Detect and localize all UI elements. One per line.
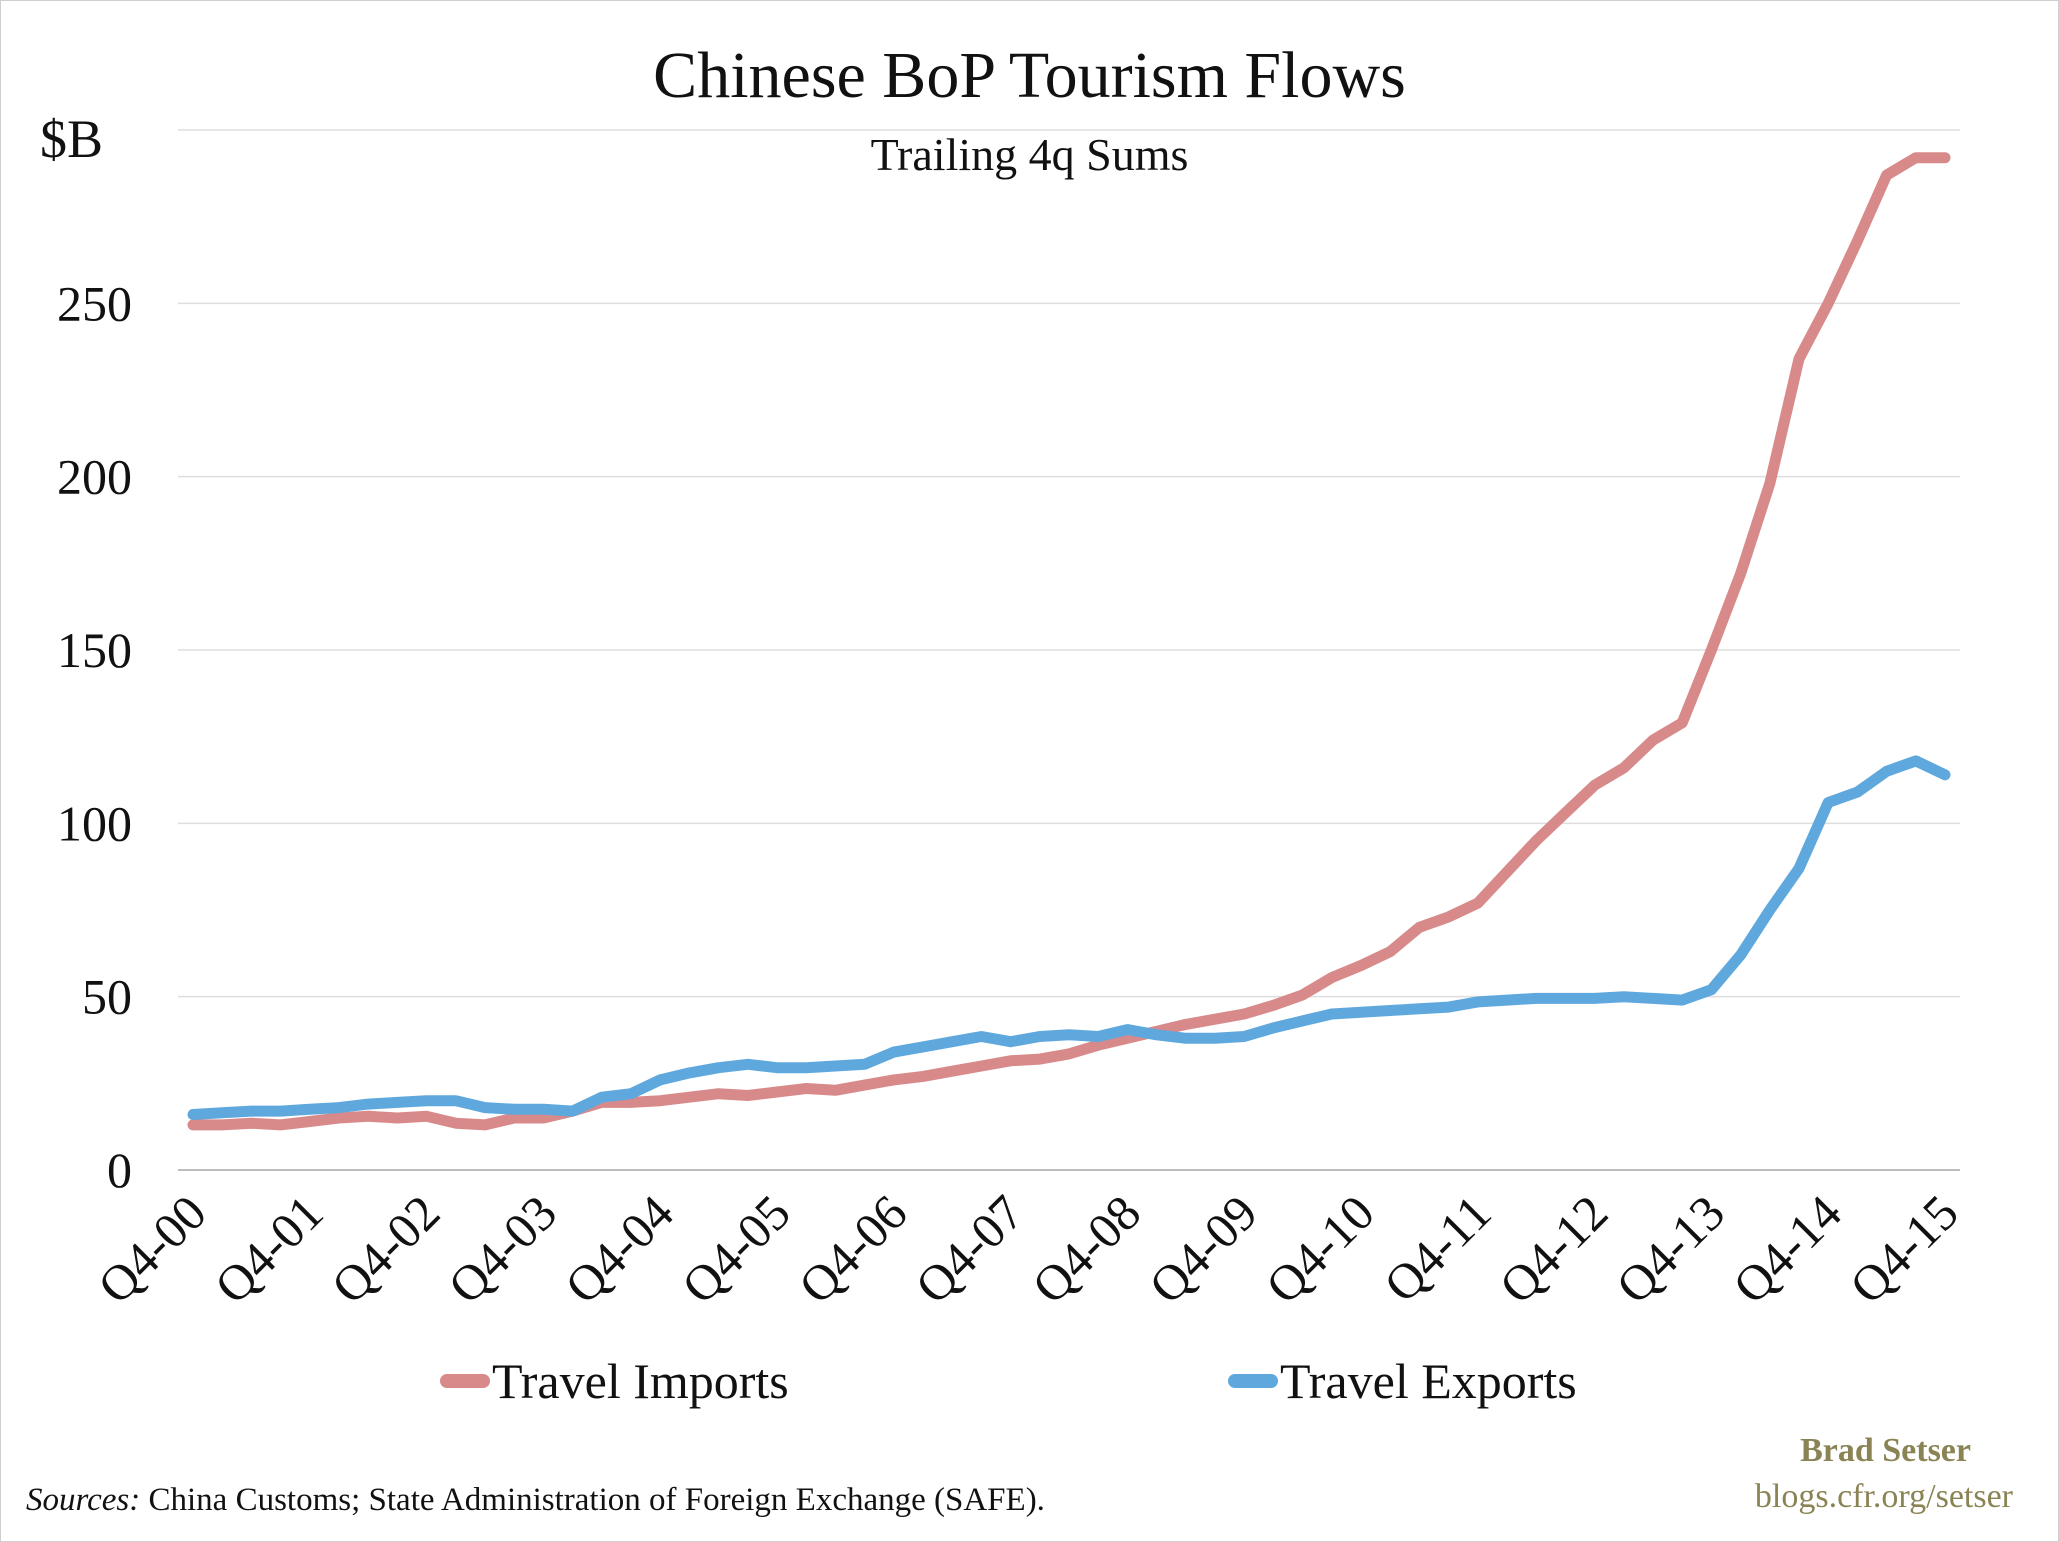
x-tick-label: Q4-00 [87,1184,217,1314]
x-tick-labels: Q4-00Q4-01Q4-02Q4-03Q4-04Q4-05Q4-06Q4-07… [87,1184,1969,1314]
legend-item-travel-imports[interactable]: Travel Imports [440,1352,789,1410]
legend-label-imports: Travel Imports [492,1353,789,1409]
x-tick-label: Q4-04 [554,1184,684,1314]
y-tick-label: 50 [82,969,132,1025]
legend-label-exports: Travel Exports [1280,1353,1577,1409]
sources-note: Sources: China Customs; State Administra… [26,1482,1045,1519]
y-tick-labels: 0 50 100 150 200 250 [57,275,132,1198]
x-tick-label: Q4-13 [1605,1184,1735,1314]
series-lines [187,152,1951,1131]
x-tick-label: Q4-05 [671,1184,801,1314]
sources-text: China Customs; State Administration of F… [140,1482,1045,1518]
x-tick-label: Q4-09 [1138,1184,1268,1314]
credit-name: Brad Setser [1800,1432,1971,1469]
y-tick-label: 150 [57,622,132,678]
x-tick-label: Q4-02 [320,1184,450,1314]
x-tick-label: Q4-12 [1488,1184,1618,1314]
y-tick-label: 0 [107,1142,132,1198]
series-line-travel-exports [187,755,1951,1120]
y-tick-label: 250 [57,275,132,331]
x-tick-label: Q4-10 [1255,1184,1385,1314]
gridlines [178,129,1960,1171]
x-tick-label: Q4-14 [1722,1184,1852,1314]
y-tick-label: 200 [57,449,132,505]
legend-item-travel-exports[interactable]: Travel Exports [1228,1352,1577,1410]
x-tick-label: Q4-08 [1021,1184,1151,1314]
chart-title: Chinese BoP Tourism Flows [653,39,1406,112]
y-tick-label: 100 [57,795,132,851]
x-tick-label: Q4-07 [904,1184,1034,1314]
legend-swatch-exports [1228,1374,1278,1388]
x-tick-label: Q4-06 [788,1184,918,1314]
sources-label: Sources: [26,1482,141,1518]
series-line-travel-imports [187,152,1951,1131]
y-axis-unit-label: $B [40,109,104,169]
legend-swatch-imports [440,1374,490,1388]
credit-url: blogs.cfr.org/setser [1754,1478,2013,1515]
chart-subtitle: Trailing 4q Sums [870,129,1189,180]
x-tick-label: Q4-01 [204,1184,334,1314]
x-tick-label: Q4-11 [1373,1184,1502,1313]
x-tick-label: Q4-15 [1839,1184,1969,1314]
x-tick-label: Q4-03 [437,1184,567,1314]
